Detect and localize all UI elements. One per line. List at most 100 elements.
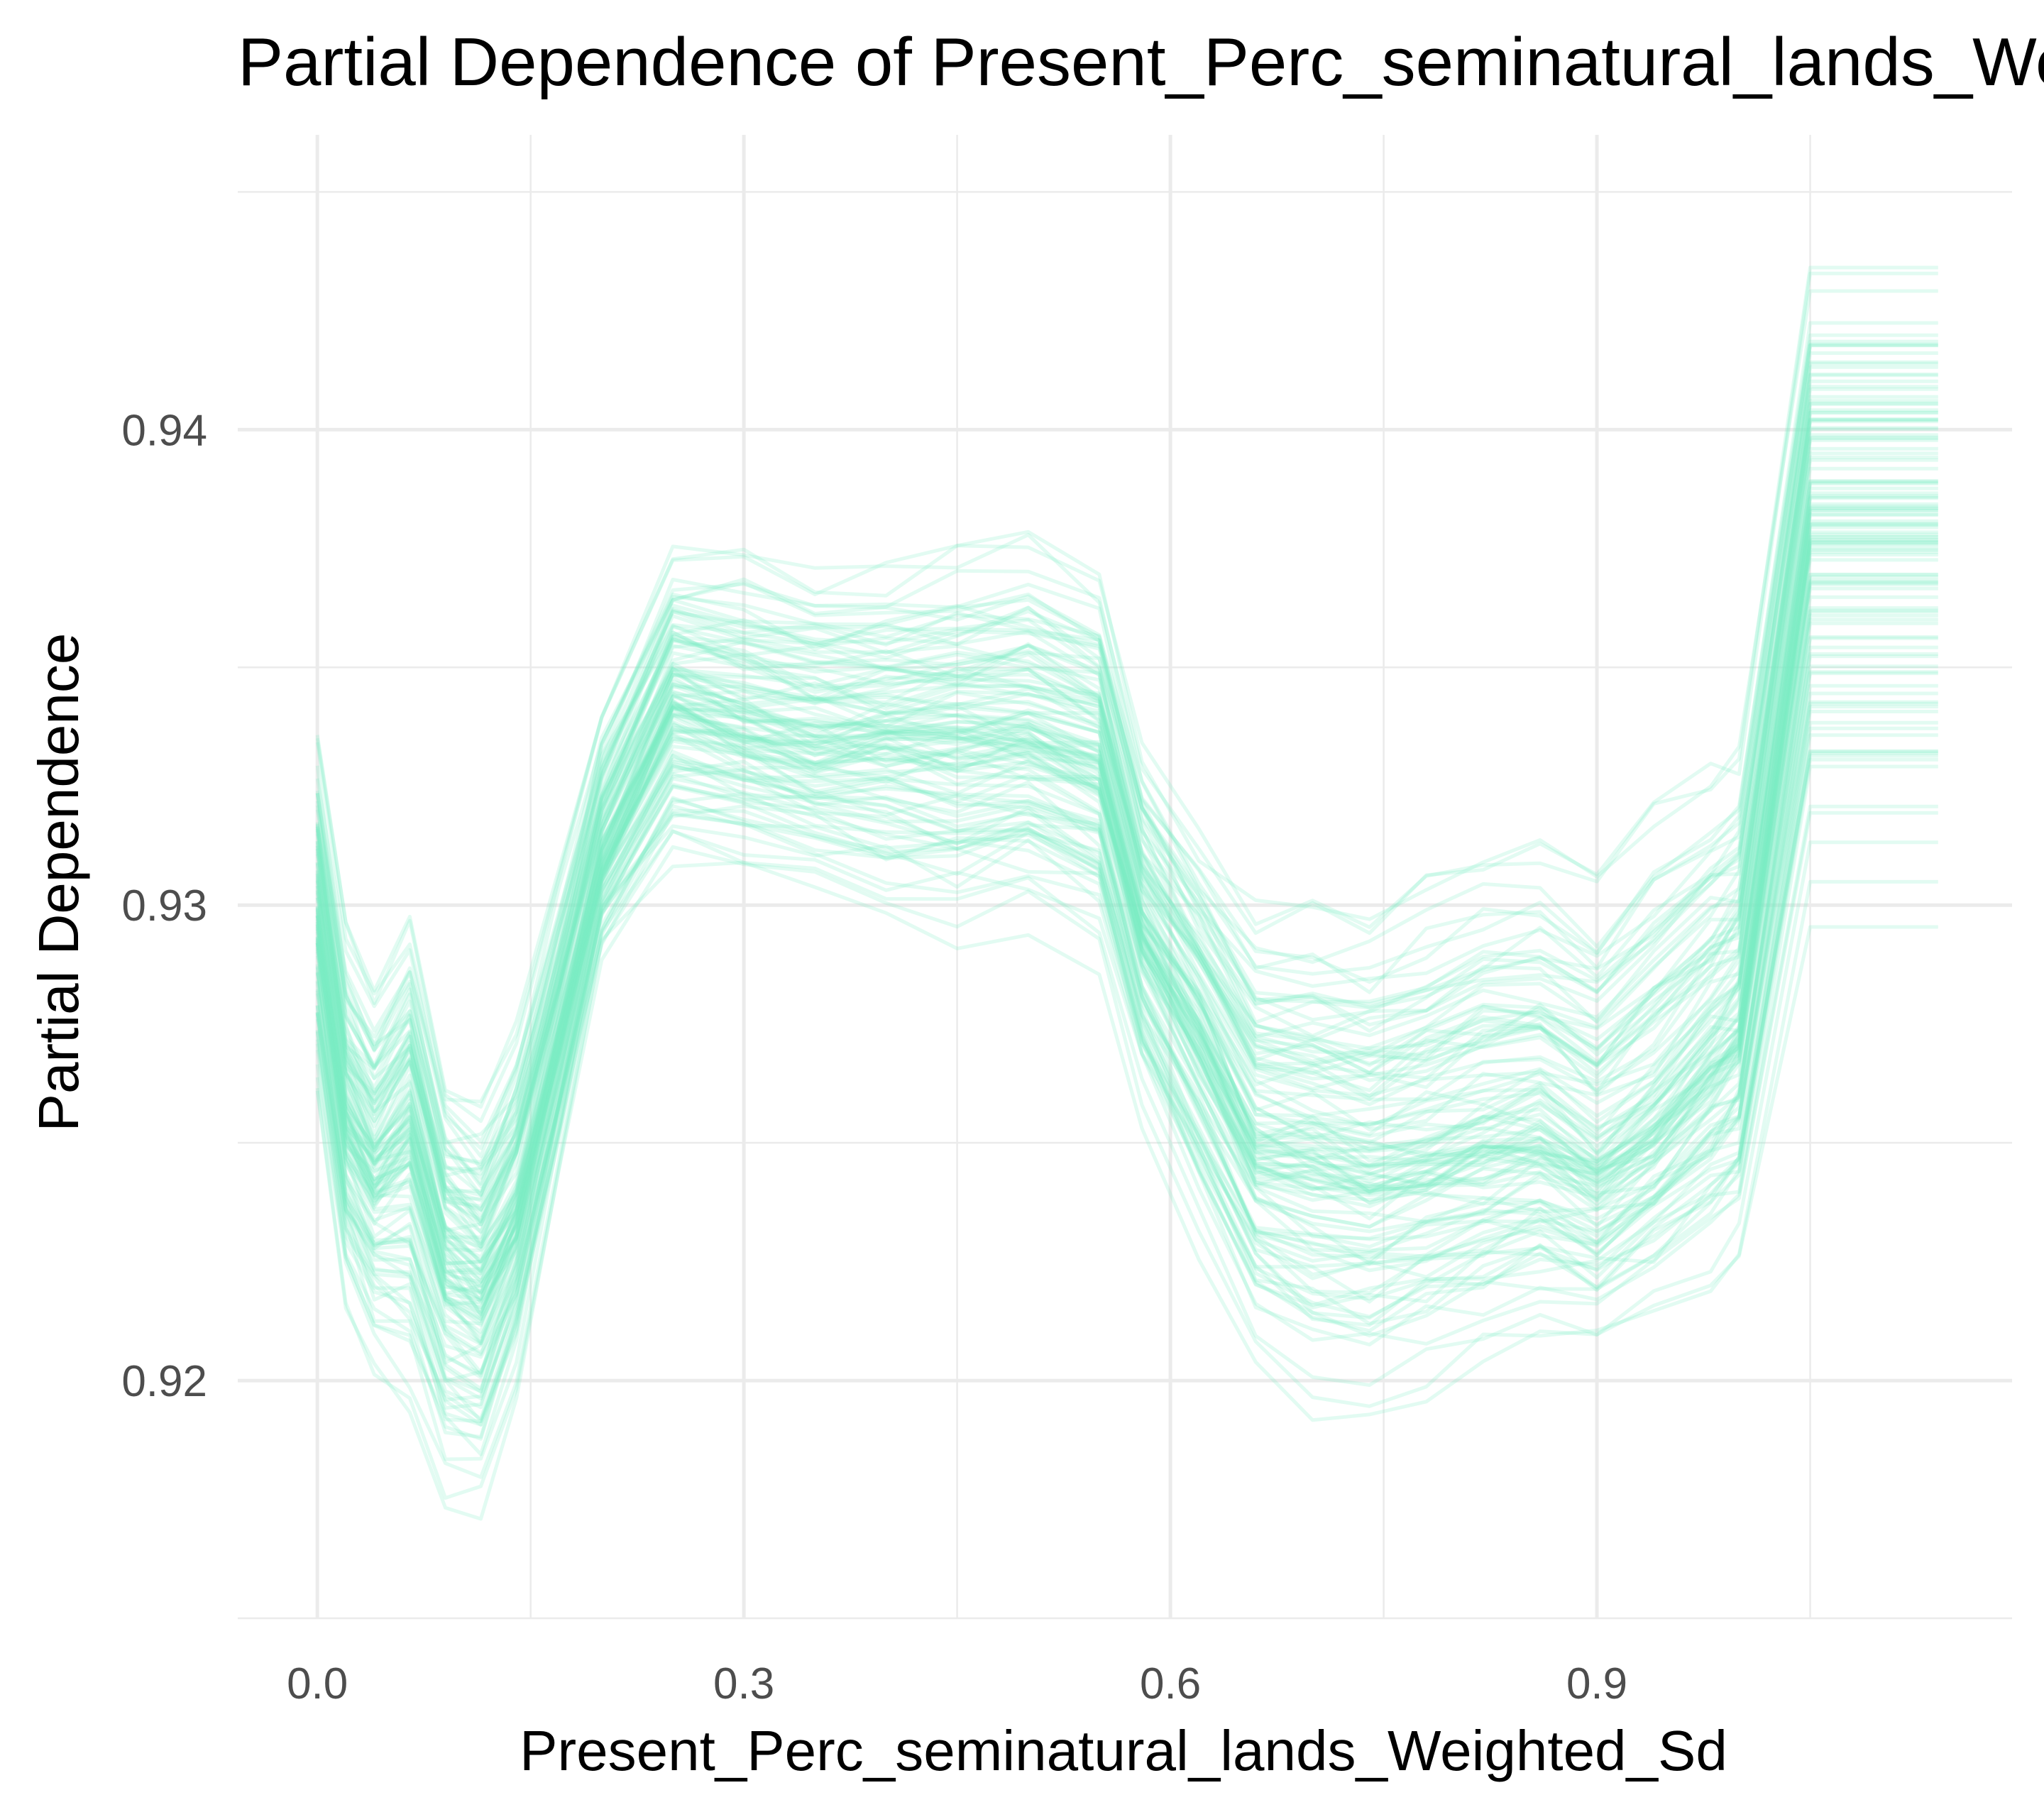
ice-series-line xyxy=(315,506,1938,1284)
ice-series-line xyxy=(315,410,1938,1193)
ice-series-line xyxy=(315,845,1938,1500)
ice-series-line xyxy=(315,582,1938,1310)
ice-series-line xyxy=(315,458,1938,1233)
ice-series-line xyxy=(315,610,1938,1344)
ice-series-line xyxy=(315,581,1938,1324)
ice-series-line xyxy=(315,379,1938,1178)
ice-series-line xyxy=(315,399,1938,1212)
ice-series-line xyxy=(315,289,1938,1104)
y-tick-label: 0.94 xyxy=(121,406,207,455)
ice-series-line xyxy=(315,387,1938,1197)
ice-series-line xyxy=(315,573,1938,1327)
x-axis-ticks: 0.0 0.3 0.6 0.9 xyxy=(287,1659,1627,1708)
ice-series-line xyxy=(315,466,1938,1246)
ice-series-line xyxy=(315,538,1938,1317)
ice-series-line xyxy=(315,613,1938,1346)
ice-series-line xyxy=(315,700,1938,1393)
ice-series-line xyxy=(315,764,1938,1441)
ice-series-line xyxy=(315,360,1938,1164)
ice-series-line xyxy=(315,481,1938,1264)
ice-series-line xyxy=(315,433,1938,1218)
ice-series-line xyxy=(315,684,1938,1391)
ice-series-line xyxy=(315,512,1938,1263)
ice-series-line xyxy=(315,479,1938,1273)
ice-series-line xyxy=(315,543,1938,1315)
ice-series-line xyxy=(315,417,1938,1197)
ice-series-line xyxy=(315,664,1938,1375)
y-tick-label: 0.92 xyxy=(121,1357,207,1406)
ice-series-line xyxy=(315,617,1938,1345)
ice-series-line xyxy=(315,691,1938,1394)
ice-series-line xyxy=(315,580,1938,1301)
ice-series-line xyxy=(315,608,1938,1346)
ice-series-line xyxy=(315,595,1938,1334)
ice-series-line xyxy=(315,333,1938,1158)
ice-series-line xyxy=(315,513,1938,1272)
ice-series-line xyxy=(315,265,1938,1109)
ice-series-line xyxy=(315,654,1938,1378)
ice-series-line xyxy=(315,519,1938,1266)
ice-series-line xyxy=(315,486,1938,1251)
ice-series-line xyxy=(315,496,1938,1273)
y-axis-title: Partial Dependence xyxy=(27,633,90,1132)
ice-series-line xyxy=(315,542,1938,1275)
ice-series-line xyxy=(315,578,1938,1310)
ice-series-line xyxy=(315,372,1938,1176)
x-tick-label: 0.3 xyxy=(713,1659,774,1708)
ice-series-line xyxy=(315,455,1938,1249)
ice-lines xyxy=(315,265,1938,1521)
ice-series-line xyxy=(315,481,1938,1249)
y-tick-label: 0.93 xyxy=(121,882,207,931)
ice-series-line xyxy=(315,395,1938,1212)
x-tick-label: 0.0 xyxy=(287,1659,348,1708)
ice-series-line xyxy=(315,373,1938,1197)
ice-series-line xyxy=(315,523,1938,1273)
ice-series-line xyxy=(315,522,1938,1288)
ice-series-line xyxy=(315,419,1938,1226)
ice-series-line xyxy=(315,502,1938,1266)
ice-series-line xyxy=(315,504,1938,1283)
ice-series-line xyxy=(315,548,1938,1284)
ice-series-line xyxy=(315,438,1938,1245)
ice-series-line xyxy=(315,411,1938,1212)
ice-series-line xyxy=(315,671,1938,1359)
ice-series-line xyxy=(315,636,1938,1365)
ice-series-line xyxy=(315,344,1938,1180)
ice-series-line xyxy=(315,342,1938,1170)
grid xyxy=(238,135,2012,1620)
x-tick-label: 0.6 xyxy=(1140,1659,1201,1708)
ice-series-line xyxy=(315,575,1938,1303)
ice-series-line xyxy=(315,451,1938,1249)
ice-series-line xyxy=(315,339,1938,1143)
ice-series-line xyxy=(315,508,1938,1266)
ice-series-line xyxy=(315,540,1938,1293)
ice-series-line xyxy=(315,522,1938,1295)
x-tick-label: 0.9 xyxy=(1566,1659,1627,1708)
ice-series-line xyxy=(315,547,1938,1322)
ice-series-line xyxy=(315,538,1938,1317)
ice-series-line xyxy=(315,749,1938,1427)
ice-series-line xyxy=(315,645,1938,1356)
ice-series-line xyxy=(315,540,1938,1295)
ice-series-line xyxy=(315,402,1938,1227)
ice-series-line xyxy=(315,754,1938,1402)
ice-series-line xyxy=(315,751,1938,1423)
ice-series-line xyxy=(315,532,1938,1296)
ice-series-line xyxy=(315,535,1938,1319)
ice-series-line xyxy=(315,418,1938,1224)
y-axis-ticks: 0.92 0.93 0.94 xyxy=(121,406,207,1406)
ice-series-line xyxy=(315,586,1938,1307)
ice-series-line xyxy=(315,491,1938,1259)
ice-series-line xyxy=(315,271,1938,1124)
ice-series-line xyxy=(315,408,1938,1201)
ice-series-line xyxy=(315,494,1938,1276)
ice-series-line xyxy=(315,351,1938,1188)
ice-series-line xyxy=(315,321,1938,1151)
ice-series-line xyxy=(315,733,1938,1421)
ice-series-line xyxy=(315,750,1938,1427)
ice-series-line xyxy=(315,401,1938,1224)
ice-series-line xyxy=(315,621,1938,1326)
ice-series-line xyxy=(315,701,1938,1380)
